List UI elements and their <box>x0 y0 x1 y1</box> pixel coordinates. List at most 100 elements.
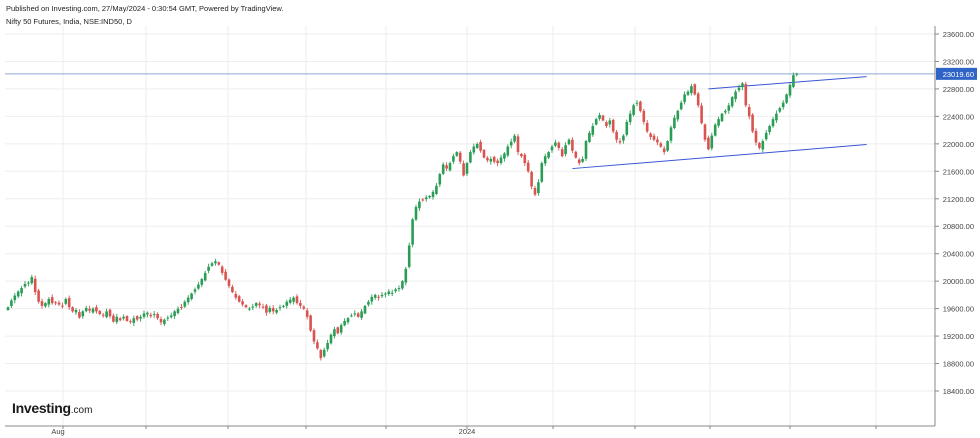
candle-body <box>492 156 496 162</box>
candle <box>465 161 469 176</box>
logo-suffix: .com <box>70 405 93 416</box>
y-tick-label: 19600.00 <box>943 305 974 314</box>
candle-body <box>564 145 567 155</box>
candle <box>350 313 353 318</box>
x-tick-label: Aug <box>51 427 64 436</box>
candle <box>227 278 231 289</box>
candle-body <box>676 110 680 120</box>
candle-body <box>751 114 754 132</box>
candle <box>486 156 489 163</box>
candle <box>591 123 595 137</box>
candle <box>305 307 309 320</box>
candle <box>554 139 557 148</box>
candle <box>336 326 340 335</box>
y-tick-label: 20800.00 <box>943 222 974 231</box>
candle-body <box>506 146 510 156</box>
candle <box>27 281 30 287</box>
candle <box>761 139 765 153</box>
candle <box>414 204 418 222</box>
candle-body <box>649 133 652 137</box>
candle <box>700 102 703 125</box>
candle <box>61 302 64 309</box>
candle-body <box>305 310 309 317</box>
candle-body <box>95 307 98 312</box>
candle-body <box>523 154 527 164</box>
candle-body <box>479 141 482 151</box>
candle <box>122 314 125 321</box>
candle <box>135 315 139 322</box>
candle <box>601 114 605 122</box>
candle <box>778 106 782 114</box>
candle-body <box>67 297 71 308</box>
candle <box>744 81 748 108</box>
candle <box>115 313 119 325</box>
candle <box>101 312 105 318</box>
candle <box>139 314 142 322</box>
candle-body <box>183 301 187 307</box>
candle <box>54 300 57 306</box>
candle-body <box>360 311 363 318</box>
candle-body <box>482 149 486 158</box>
candle <box>435 182 438 196</box>
y-tick-label: 23600.00 <box>943 30 974 39</box>
candle <box>533 185 537 197</box>
candle-body <box>781 102 785 108</box>
candle-body <box>642 110 646 122</box>
candle-body <box>193 289 197 292</box>
candle-body <box>129 321 132 323</box>
candle-body <box>727 105 731 111</box>
candle-body <box>295 296 299 304</box>
candle-body <box>248 308 251 310</box>
candle <box>88 305 91 314</box>
candle <box>639 100 642 113</box>
candle-body <box>554 142 557 146</box>
candle-body <box>322 349 326 357</box>
candle <box>564 142 567 157</box>
candle-body <box>254 303 258 306</box>
candle-body <box>424 197 428 200</box>
candle-body <box>152 314 156 316</box>
candle-body <box>788 84 792 96</box>
candle <box>30 274 34 285</box>
candle-body <box>724 110 727 113</box>
candle <box>37 288 40 304</box>
candle-body <box>210 263 214 266</box>
candle <box>642 108 646 125</box>
candle-body <box>622 135 625 141</box>
candle-body <box>176 308 180 314</box>
y-tick-label: 22000.00 <box>943 140 974 149</box>
candle <box>513 133 516 144</box>
candle <box>108 308 112 319</box>
candle-body <box>469 152 472 163</box>
candle <box>339 323 343 335</box>
candle-body <box>387 291 391 295</box>
candle-body <box>88 308 91 311</box>
candle-body <box>302 306 306 309</box>
candle <box>78 309 81 319</box>
candle <box>737 84 741 93</box>
candle <box>656 136 659 146</box>
candle <box>792 72 795 89</box>
candle <box>251 303 255 311</box>
candle-body <box>292 297 295 302</box>
candle <box>353 310 357 317</box>
candle <box>713 123 717 137</box>
y-tick-label: 22400.00 <box>943 112 974 121</box>
candle-body <box>717 119 720 126</box>
candle-body <box>645 122 649 132</box>
candle-body <box>435 185 438 194</box>
candle <box>679 100 683 111</box>
candle <box>67 295 71 310</box>
candle-body <box>353 313 357 315</box>
candle-body <box>244 305 248 308</box>
candle-body <box>465 163 469 174</box>
candle-body <box>547 152 550 158</box>
candle <box>299 299 302 309</box>
candle-body <box>390 292 394 294</box>
candle <box>795 72 799 77</box>
candle <box>550 144 554 153</box>
candle <box>516 133 520 155</box>
candle <box>268 305 272 314</box>
candle-body <box>326 342 329 350</box>
candle <box>132 315 136 327</box>
